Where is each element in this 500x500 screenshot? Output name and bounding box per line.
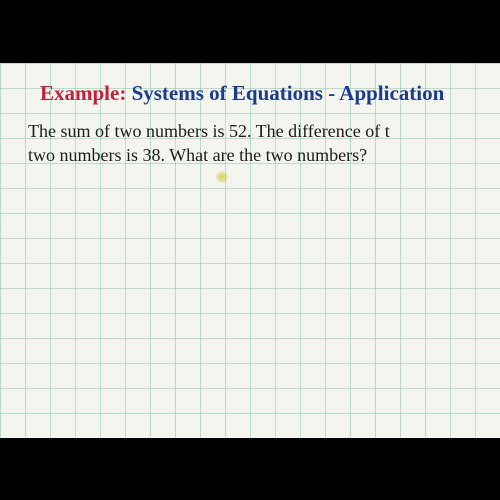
problem-line-2: two numbers is 38. What are the two numb… (28, 143, 490, 167)
problem-statement: The sum of two numbers is 52. The differ… (28, 119, 490, 168)
topic-title: Systems of Equations - Application (132, 81, 445, 105)
example-label: Example: (40, 81, 126, 105)
cursor-highlight-icon (216, 171, 228, 183)
slide-title: Example: Systems of Equations - Applicat… (40, 81, 444, 106)
slide-content: Example: Systems of Equations - Applicat… (0, 63, 500, 438)
problem-line-1: The sum of two numbers is 52. The differ… (28, 119, 490, 143)
